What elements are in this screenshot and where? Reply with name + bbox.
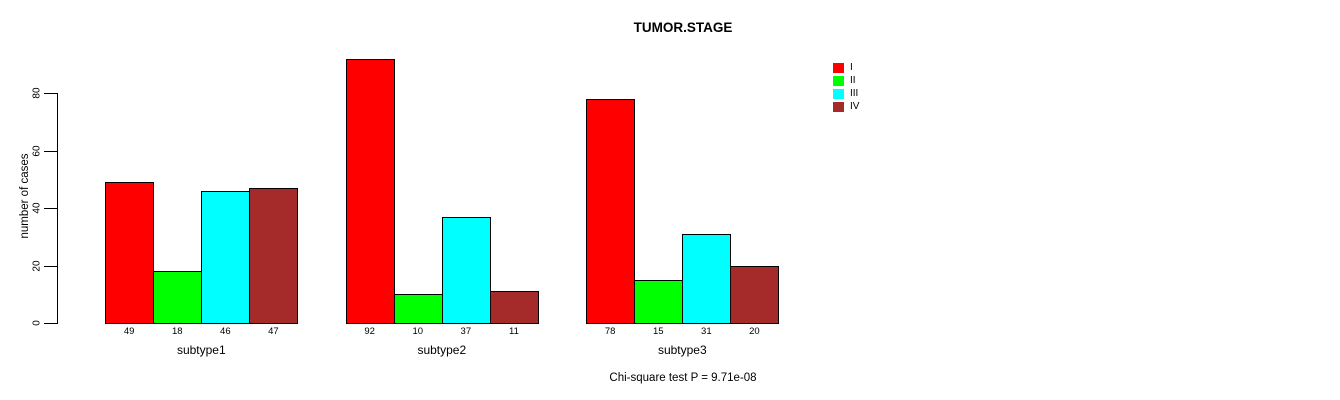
bar-value-label: 31	[701, 326, 712, 337]
bar-subtype3-stage-IV	[730, 265, 780, 324]
chi-square-caption: Chi-square test P = 9.71e-08	[609, 372, 757, 384]
legend-label: III	[850, 88, 859, 100]
y-axis-line	[57, 93, 58, 324]
bar-value-label: 92	[364, 326, 375, 337]
bar-subtype2-stage-IV	[489, 291, 539, 324]
x-category-label: subtype1	[176, 343, 226, 357]
bar-value-label: 20	[749, 326, 760, 337]
legend: I II III IV	[833, 62, 859, 114]
bar-subtype2-stage-III	[441, 216, 491, 324]
y-tick-mark	[44, 93, 57, 95]
legend-label: I	[850, 62, 853, 74]
bar-value-label: 37	[460, 326, 472, 337]
legend-item-IV: IV	[833, 101, 859, 114]
x-category-label: subtype2	[417, 343, 467, 357]
bar-subtype1-stage-II	[153, 271, 203, 324]
bar-subtype1-stage-I	[105, 182, 155, 324]
legend-label: IV	[850, 101, 860, 113]
legend-item-I: I	[833, 62, 859, 75]
bar-subtype3-stage-III	[682, 234, 732, 324]
legend-swatch-icon	[833, 63, 844, 74]
bar-subtype2-stage-II	[393, 294, 443, 324]
bar-subtype3-stage-II	[634, 279, 684, 324]
bar-value-label: 78	[604, 326, 616, 337]
x-category-label: subtype3	[657, 343, 707, 357]
chart-title: TUMOR.STAGE	[633, 20, 733, 35]
legend-swatch-icon	[833, 102, 844, 113]
legend-label: II	[850, 75, 856, 87]
y-tick-label: 40	[31, 202, 43, 214]
bar-subtype1-stage-IV	[249, 188, 299, 324]
legend-swatch-icon	[833, 89, 844, 100]
legend-item-III: III	[833, 88, 859, 101]
y-tick-label: 80	[31, 87, 43, 99]
y-tick-label: 20	[31, 260, 43, 272]
bar-value-label: 47	[268, 326, 279, 337]
bar-value-label: 11	[509, 326, 519, 337]
y-tick-mark	[44, 150, 57, 152]
y-tick-mark	[44, 265, 57, 267]
bar-subtype1-stage-III	[201, 190, 251, 324]
bar-value-label: 18	[171, 326, 183, 337]
y-tick-label: 60	[31, 145, 43, 157]
y-tick-mark	[44, 323, 57, 324]
bar-value-label: 10	[412, 326, 424, 337]
legend-swatch-icon	[833, 76, 844, 87]
bar-value-label: 49	[123, 326, 135, 337]
y-tick-label: 0	[31, 320, 43, 326]
y-tick-mark	[44, 208, 57, 210]
legend-item-II: II	[833, 75, 859, 88]
bar-subtype2-stage-I	[345, 58, 395, 324]
bar-value-label: 15	[652, 326, 664, 337]
bar-subtype3-stage-I	[586, 99, 636, 324]
bar-value-label: 46	[220, 326, 231, 337]
